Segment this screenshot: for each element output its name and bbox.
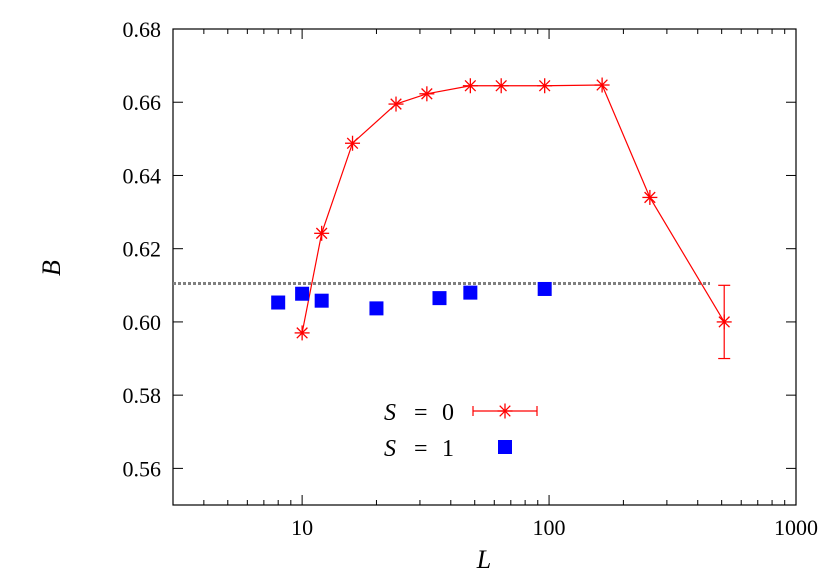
data-point (716, 314, 732, 330)
data-point (462, 78, 478, 94)
data-point (432, 291, 447, 306)
y-tick-label: 0.56 (123, 456, 162, 481)
legend-marker (497, 403, 513, 419)
x-axis-title: L (476, 545, 491, 574)
data-point (537, 281, 552, 296)
data-point (537, 78, 553, 94)
y-tick-label: 0.66 (123, 90, 162, 115)
data-point (314, 293, 329, 308)
data-point (345, 135, 361, 151)
data-point (419, 86, 435, 102)
x-tick-label: 10 (291, 515, 313, 540)
x-tick-label: 1000 (774, 515, 818, 540)
data-point (314, 225, 330, 241)
y-axis-title: B (37, 260, 66, 276)
data-point (369, 301, 384, 316)
series-1 (271, 281, 552, 316)
plot-frame (172, 28, 797, 506)
legend-value: 1 (442, 436, 454, 462)
data-point (294, 325, 310, 341)
asterisk-stroke (464, 79, 477, 92)
asterisk-stroke (315, 227, 328, 240)
asterisk-stroke (495, 79, 507, 92)
data-point (388, 96, 404, 112)
asterisk-stroke (538, 79, 551, 92)
legend-symbol: S (384, 400, 396, 426)
y-tick-label: 0.64 (123, 163, 162, 188)
legend-equals: = (414, 436, 428, 462)
asterisk-stroke (499, 405, 511, 417)
legend-entry-0: S = 0 (384, 400, 538, 426)
asterisk-stroke (346, 137, 359, 150)
legend-symbol: S (384, 436, 396, 462)
y-tick-label: 0.68 (123, 17, 162, 42)
data-point (594, 77, 610, 93)
series-line (301, 84, 725, 334)
legend-marker (498, 440, 512, 454)
legend-value: 0 (442, 400, 454, 426)
y-tick-label: 0.60 (123, 310, 162, 335)
asterisk-stroke (421, 88, 433, 100)
legend-entry-1: S = 1 (384, 436, 512, 462)
asterisk-stroke (390, 98, 402, 110)
asterisk-stroke (644, 191, 656, 204)
data-point (295, 286, 310, 301)
legend-equals: = (414, 400, 428, 426)
data-point (493, 78, 509, 94)
x-tick-label: 100 (533, 515, 566, 540)
asterisk-stroke (296, 327, 308, 339)
data-point (642, 189, 658, 205)
series-0 (294, 77, 732, 360)
y-tick-label: 0.62 (123, 237, 162, 262)
asterisk-stroke (718, 316, 730, 328)
data-point (463, 285, 478, 300)
y-tick-label: 0.58 (123, 383, 162, 408)
data-point (271, 295, 286, 310)
asterisk-stroke (596, 79, 608, 91)
